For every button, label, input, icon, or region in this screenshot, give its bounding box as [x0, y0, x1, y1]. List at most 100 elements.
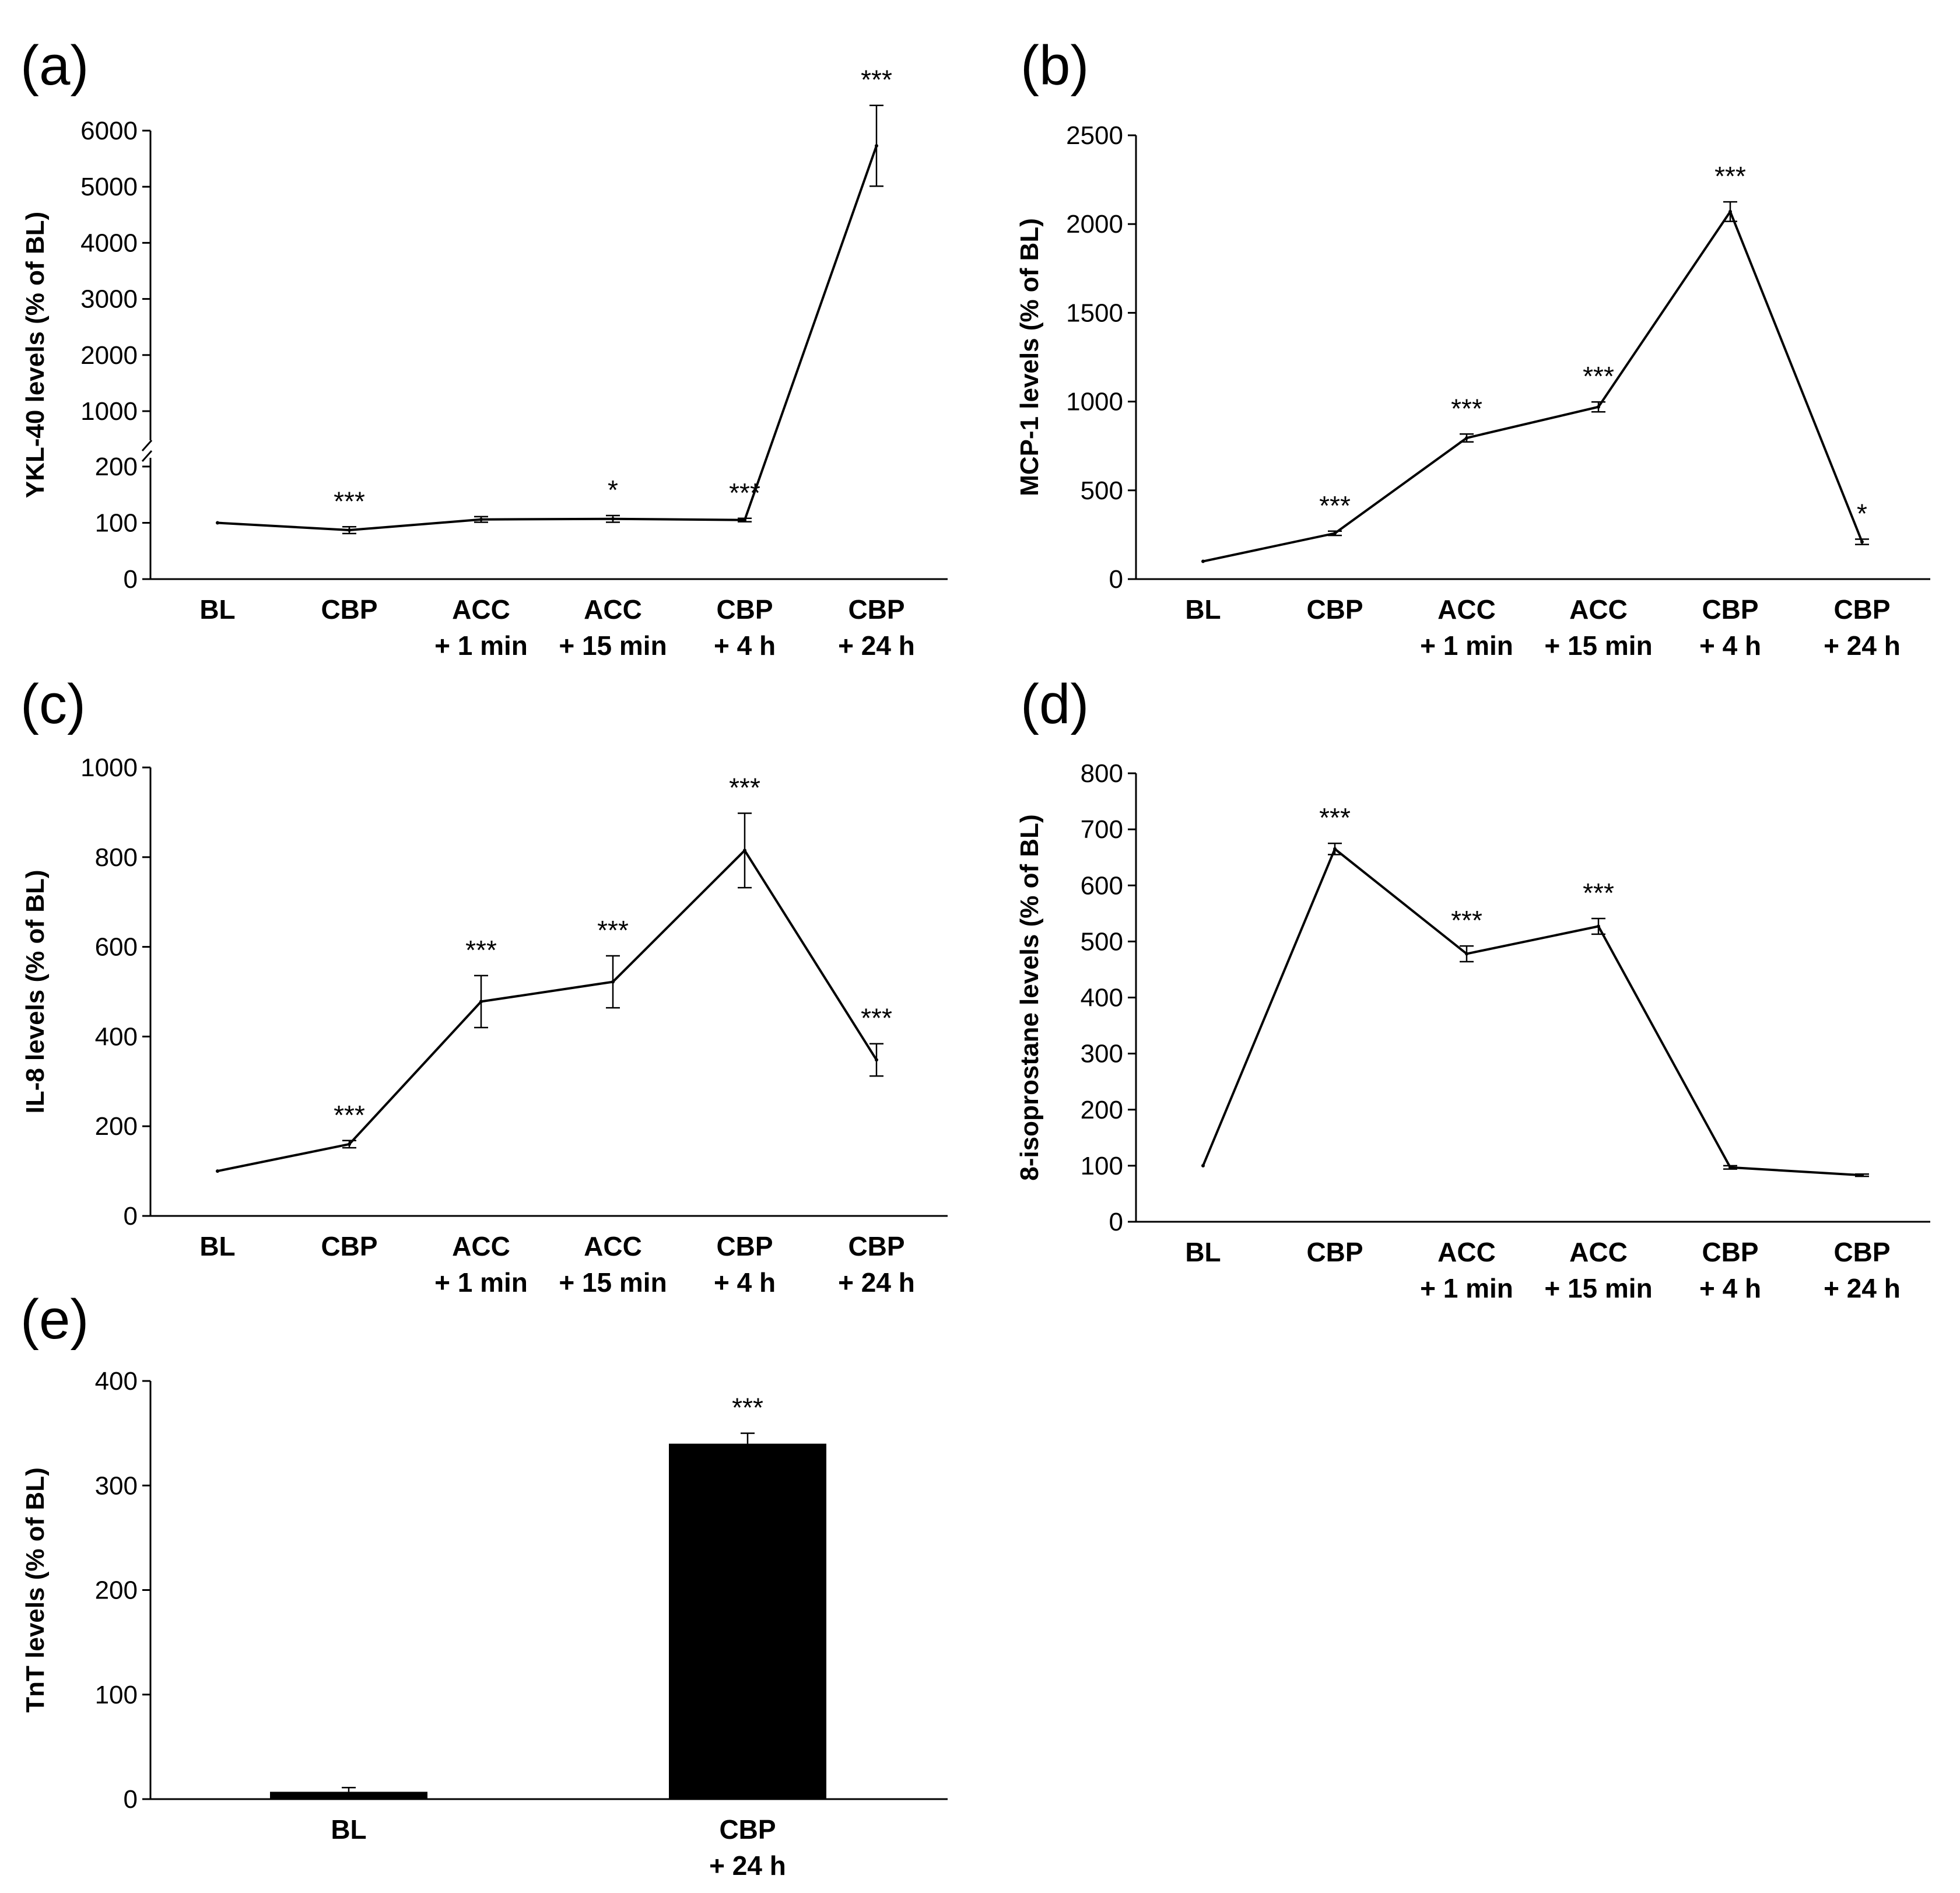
y-tick-label: 5000 — [80, 173, 138, 201]
significance-marker: *** — [1319, 490, 1351, 521]
significance-marker: *** — [1319, 802, 1351, 833]
x-category-label: CBP — [1306, 1237, 1363, 1267]
significance-marker: *** — [732, 1393, 763, 1423]
series-line — [217, 145, 878, 532]
significance-marker: *** — [597, 915, 629, 945]
significance-marker: *** — [729, 772, 760, 802]
y-tick-label: 400 — [95, 1022, 138, 1051]
y-tick-label: 1000 — [80, 397, 138, 426]
y-tick-label: 500 — [1081, 476, 1123, 505]
y-tick-label: 500 — [1081, 927, 1123, 956]
y-tick-label: 200 — [1081, 1096, 1123, 1124]
x-category-label: + 15 min — [559, 1267, 667, 1298]
x-category-label: ACC — [584, 594, 642, 625]
series-line — [1202, 209, 1863, 563]
x-category-label: + 4 h — [1699, 630, 1761, 661]
panel-e: (e) 0 100 200 300 400 TnT levels (% of BL) BL CB… — [20, 1288, 948, 1881]
x-category-label: CBP — [719, 1814, 776, 1845]
panel-label: (a) — [20, 34, 89, 97]
x-category-label: + 1 min — [1420, 630, 1513, 661]
y-tick-label: 400 — [95, 1367, 138, 1396]
y-tick-label: 100 — [95, 509, 138, 538]
y-tick-label: 0 — [124, 565, 138, 594]
significance-marker: *** — [1451, 393, 1482, 423]
x-category-label: BL — [1185, 594, 1221, 625]
x-category-label: CBP — [1702, 1237, 1758, 1267]
x-category-label: + 24 h — [838, 1267, 915, 1298]
x-category-label: ACC — [452, 594, 510, 625]
x-category-label: ACC — [452, 1231, 510, 1261]
x-category-label: + 24 h — [1824, 1273, 1901, 1303]
significance-marker: * — [1857, 499, 1867, 529]
y-axis-break-mark — [141, 450, 153, 462]
significance-marker: *** — [334, 1100, 365, 1130]
x-category-label: CBP — [1702, 594, 1758, 625]
y-tick-label: 700 — [1081, 815, 1123, 844]
x-category-label: CBP — [1833, 1237, 1890, 1267]
y-axis-title: IL-8 levels (% of BL) — [21, 870, 50, 1113]
significance-marker: *** — [465, 935, 497, 965]
x-category-label: CBP — [848, 594, 904, 625]
panel-a: (a) 0 100 200 1000 2000 3000 4000 5000 6000 YKL-40… — [20, 34, 948, 661]
data-point — [216, 1169, 219, 1173]
x-category-label: + 24 h — [709, 1850, 786, 1881]
y-axis-title: MCP-1 levels (% of BL) — [1015, 218, 1044, 496]
x-category-label: ACC — [584, 1231, 642, 1261]
x-category-label: CBP — [716, 594, 773, 625]
y-tick-label: 800 — [95, 843, 138, 872]
y-tick-label: 600 — [95, 933, 138, 962]
significance-marker: * — [608, 475, 618, 505]
x-category-label: + 24 h — [838, 630, 915, 661]
panel-label: (e) — [20, 1288, 89, 1351]
x-category-label: BL — [199, 1231, 235, 1261]
y-tick-label: 100 — [95, 1681, 138, 1709]
y-axis-title: 8-isoprostane levels (% of BL) — [1015, 814, 1044, 1180]
significance-marker: *** — [729, 478, 760, 508]
y-tick-label: 0 — [1109, 1208, 1123, 1236]
y-tick-label: 200 — [95, 1112, 138, 1141]
data-point — [216, 521, 219, 525]
significance-marker: *** — [1583, 878, 1614, 908]
significance-marker: *** — [861, 65, 892, 95]
y-tick-label: 200 — [95, 1576, 138, 1605]
panel-label: (c) — [20, 673, 86, 735]
x-category-label: ACC — [1437, 1237, 1496, 1267]
significance-marker: *** — [1714, 161, 1746, 191]
y-axis-break-mark — [141, 440, 153, 451]
x-category-label: CBP — [848, 1231, 904, 1261]
series-line — [217, 849, 878, 1173]
significance-marker: *** — [861, 1003, 892, 1033]
x-category-label: CBP — [716, 1231, 773, 1261]
y-tick-label: 0 — [124, 1785, 138, 1814]
x-category-label: ACC — [1569, 1237, 1628, 1267]
x-category-label: + 24 h — [1824, 630, 1901, 661]
x-category-label: + 15 min — [1544, 630, 1652, 661]
y-tick-label: 0 — [124, 1202, 138, 1231]
x-category-label: BL — [199, 594, 235, 625]
panel-label: (d) — [1021, 673, 1089, 735]
significance-marker: *** — [1583, 361, 1614, 391]
x-category-label: + 4 h — [714, 1267, 776, 1298]
x-category-label: BL — [1185, 1237, 1221, 1267]
x-category-label: BL — [331, 1814, 366, 1845]
x-category-label: CBP — [321, 594, 377, 625]
y-tick-label: 200 — [95, 453, 138, 481]
x-category-label: ACC — [1437, 594, 1496, 625]
y-axis-title: YKL-40 levels (% of BL) — [21, 212, 50, 498]
x-category-label: + 1 min — [434, 1267, 528, 1298]
significance-marker: *** — [334, 486, 365, 516]
panel-c: (c) 0 200 400 600 800 1000 IL-8 levels (% of BL… — [20, 673, 948, 1298]
bar — [669, 1443, 826, 1799]
y-tick-label: 1000 — [80, 753, 138, 782]
x-category-label: CBP — [1833, 594, 1890, 625]
bar — [270, 1792, 427, 1799]
y-tick-label: 600 — [1081, 871, 1123, 900]
x-category-label: + 1 min — [1420, 1273, 1513, 1303]
y-tick-label: 3000 — [80, 285, 138, 314]
y-tick-label: 2000 — [1066, 210, 1123, 239]
x-category-label: + 4 h — [714, 630, 776, 661]
x-category-label: CBP — [1306, 594, 1363, 625]
y-tick-label: 1000 — [1066, 388, 1123, 416]
data-point — [1201, 1163, 1205, 1168]
